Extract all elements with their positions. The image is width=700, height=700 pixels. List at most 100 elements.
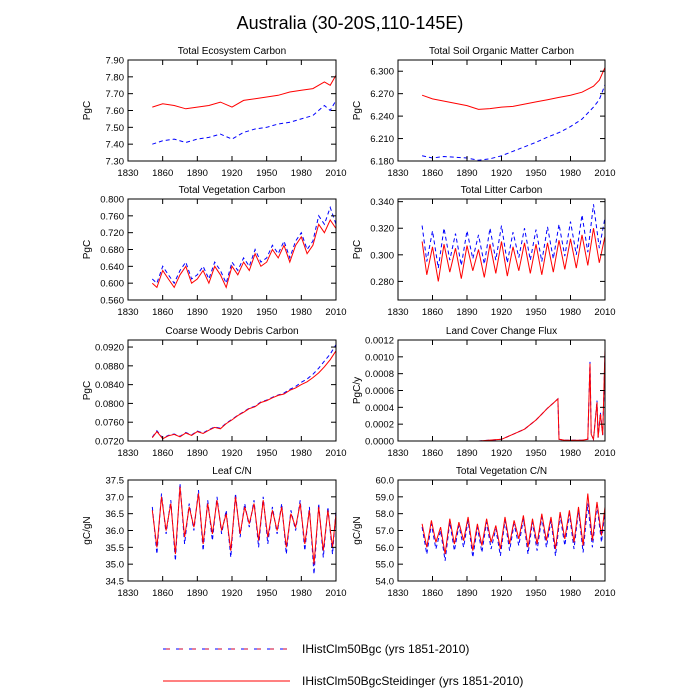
x-tick-label: 1920: [491, 448, 512, 459]
y-tick-label: 7.40: [106, 140, 125, 151]
y-tick-label: 0.680: [100, 245, 124, 256]
x-tick-label: 1980: [291, 168, 312, 179]
y-tick-label: 6.210: [370, 134, 394, 145]
y-axis-label: PgC: [82, 381, 93, 400]
y-axis-label: PgC/y: [352, 377, 363, 404]
panel-title: Coarse Woody Debris Carbon: [165, 326, 298, 337]
x-tick-label: 1890: [456, 168, 477, 179]
x-tick-label: 1890: [187, 307, 208, 318]
y-tick-label: 37.0: [106, 492, 125, 503]
x-tick-label: 2010: [594, 168, 615, 179]
x-tick-label: 1830: [387, 448, 408, 459]
x-tick-label: 1920: [491, 588, 512, 599]
x-tick-label: 1830: [117, 588, 138, 599]
y-tick-label: 37.5: [106, 476, 125, 487]
y-tick-label: 56.0: [376, 543, 395, 554]
x-tick-label: 1860: [422, 168, 443, 179]
x-tick-label: 1830: [387, 588, 408, 599]
panel-title: Leaf C/N: [212, 466, 251, 477]
y-tick-label: 59.0: [376, 492, 395, 503]
x-tick-label: 1920: [221, 307, 242, 318]
y-tick-label: 0.0006: [365, 386, 394, 397]
panel-title: Total Vegetation Carbon: [179, 185, 286, 196]
series-line-steidinger: [421, 493, 605, 555]
y-tick-label: 54.0: [376, 577, 395, 588]
series-line-steidinger: [151, 486, 336, 565]
x-tick-label: 1980: [560, 588, 581, 599]
plot-frame: [397, 339, 606, 442]
x-tick-label: 1860: [152, 168, 173, 179]
x-tick-label: 1830: [117, 448, 138, 459]
x-tick-label: 2010: [594, 307, 615, 318]
y-tick-label: 7.90: [106, 56, 125, 67]
series-line-bgc: [151, 483, 336, 575]
x-tick-label: 1920: [491, 168, 512, 179]
panel-1: Total Ecosystem Carbon PgC 1830 1860 1890 192…: [82, 46, 347, 179]
legend-label-bgc: IHistClm50Bgc (yrs 1851-2010): [302, 642, 469, 656]
series-line-steidinger: [152, 74, 336, 110]
x-tick-label: 1920: [221, 588, 242, 599]
x-tick-label: 2010: [325, 168, 346, 179]
panel-5: Coarse Woody Debris Carbon PgC 1830 1860 189…: [82, 326, 347, 459]
y-tick-label: 7.70: [106, 89, 125, 100]
y-tick-label: 34.5: [106, 577, 125, 588]
x-tick-label: 2010: [325, 448, 346, 459]
y-axis-label: PgC: [82, 240, 93, 259]
y-axis-label: PgC: [352, 240, 363, 259]
series-line-bgc: [421, 204, 605, 269]
y-tick-label: 0.340: [370, 197, 394, 208]
x-tick-label: 1860: [152, 448, 173, 459]
y-tick-label: 0.0002: [365, 420, 394, 431]
y-tick-label: 58.0: [376, 509, 395, 520]
x-tick-label: 1890: [187, 448, 208, 459]
legend-label-steidinger: IHistClm50BgcSteidinger (yrs 1851-2010): [302, 674, 523, 688]
y-tick-label: 55.0: [376, 560, 395, 571]
x-tick-label: 1950: [256, 168, 277, 179]
panel-8: Total Vegetation C/N gC/gN 1830 1860 1890 192…: [352, 466, 616, 599]
y-tick-label: 0.0008: [365, 369, 394, 380]
y-tick-label: 7.30: [106, 157, 125, 168]
x-tick-label: 1890: [187, 168, 208, 179]
y-tick-label: 0.300: [370, 250, 394, 261]
y-tick-label: 6.300: [370, 67, 394, 78]
plot-frame: [127, 59, 337, 162]
y-tick-label: 35.0: [106, 560, 125, 571]
y-tick-label: 0.600: [100, 279, 124, 290]
x-tick-label: 1830: [117, 168, 138, 179]
x-tick-label: 2010: [325, 307, 346, 318]
x-tick-label: 1920: [221, 168, 242, 179]
y-tick-label: 0.320: [370, 224, 394, 235]
panels: Total Ecosystem Carbon PgC 1830 1860 1890 192…: [82, 46, 616, 599]
y-tick-label: 0.0010: [365, 352, 394, 363]
x-tick-label: 1890: [456, 588, 477, 599]
y-tick-label: 0.0880: [95, 361, 124, 372]
y-axis-label: PgC: [82, 101, 93, 120]
y-tick-label: 0.0000: [365, 437, 394, 448]
x-tick-label: 1980: [291, 448, 312, 459]
series-line-steidinger: [151, 350, 336, 440]
plot-frame: [397, 479, 606, 582]
x-tick-label: 2010: [594, 448, 615, 459]
y-tick-label: 57.0: [376, 526, 395, 537]
y-tick-label: 36.5: [106, 509, 125, 520]
plot-frame: [397, 59, 606, 162]
panel-title: Total Litter Carbon: [461, 185, 543, 196]
series-line-steidinger: [422, 348, 605, 441]
x-tick-label: 1950: [525, 307, 546, 318]
panel-title: Total Ecosystem Carbon: [178, 46, 286, 57]
x-tick-label: 1860: [422, 307, 443, 318]
x-tick-label: 1950: [256, 307, 277, 318]
x-tick-label: 2010: [325, 588, 346, 599]
y-tick-label: 6.240: [370, 112, 394, 123]
x-tick-label: 1830: [117, 307, 138, 318]
y-tick-label: 7.80: [106, 72, 125, 83]
panel-title: Total Vegetation C/N: [456, 466, 547, 477]
x-tick-label: 1950: [256, 448, 277, 459]
x-tick-label: 1980: [291, 307, 312, 318]
y-tick-label: 0.0760: [95, 418, 124, 429]
figure-title: Australia (30-20S,110-145E): [237, 13, 464, 33]
y-tick-label: 0.720: [100, 228, 124, 239]
y-tick-label: 6.270: [370, 89, 394, 100]
series-line-steidinger: [151, 218, 336, 289]
legend: IHistClm50Bgc (yrs 1851-2010) IHistClm50…: [163, 642, 523, 688]
